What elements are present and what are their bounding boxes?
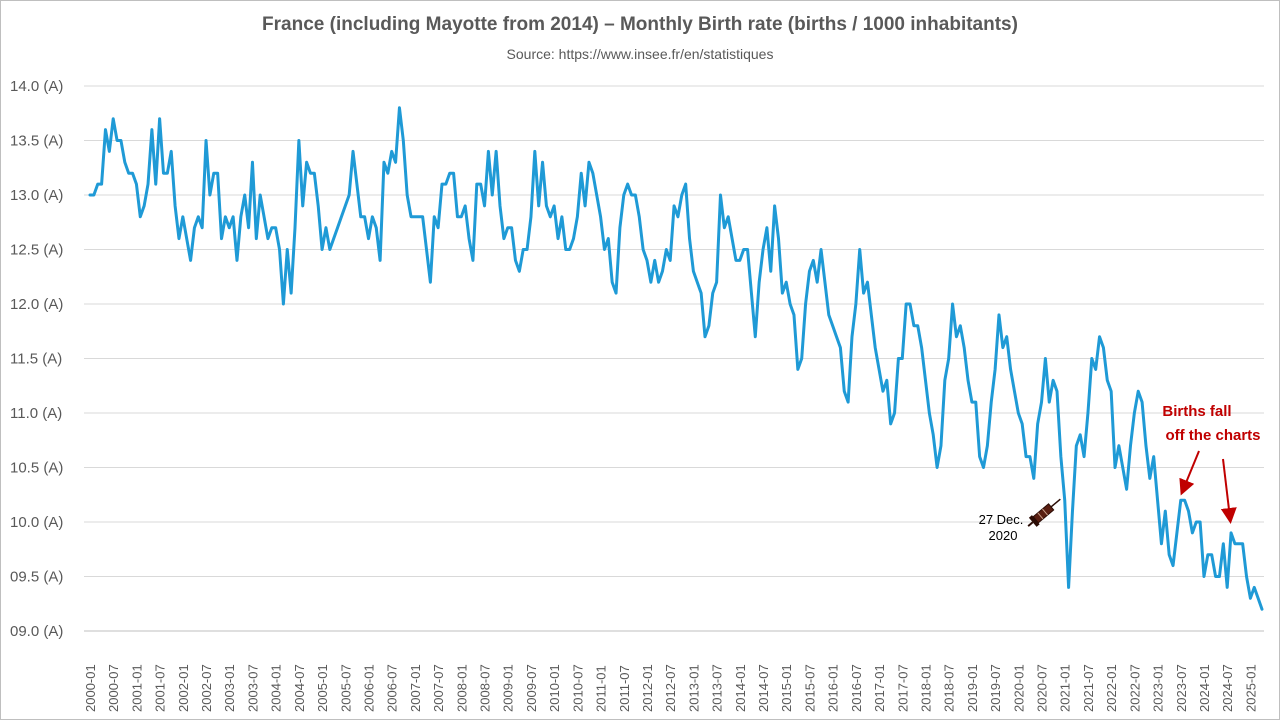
births-fall-annotation-line-1: Births fall <box>1162 403 1231 420</box>
x-axis-ticks: 2000-01 2000-07 2001-01 2001-07 2002-01 2002-… <box>83 664 1258 712</box>
x-tick-label: 2024-07 <box>1220 664 1235 712</box>
y-tick-label: 10.0 (A) <box>10 514 63 531</box>
births-fall-arrow-2 <box>1220 458 1237 524</box>
x-tick-label: 2013-07 <box>710 664 725 712</box>
x-tick-label: 2018-01 <box>918 664 933 712</box>
y-tick-label: 11.5 (A) <box>10 351 62 368</box>
x-tick-label: 2023-07 <box>1174 664 1189 712</box>
x-tick-label: 2002-07 <box>199 664 214 712</box>
x-tick-label: 2004-07 <box>292 664 307 712</box>
grid-layer <box>84 85 1264 577</box>
births-fall-annotation-line-2: off the charts <box>1165 427 1260 444</box>
vaccine-annotation-line-1: 27 Dec. <box>979 512 1024 527</box>
syringe-icon <box>1027 498 1061 527</box>
x-tick-label: 2000-01 <box>83 664 98 712</box>
x-tick-label: 2022-01 <box>1104 664 1119 712</box>
x-tick-label: 2015-07 <box>802 664 817 712</box>
x-tick-label: 2011-07 <box>617 665 632 712</box>
x-tick-label: 2009-07 <box>524 664 539 712</box>
x-tick-label: 2008-01 <box>454 664 469 712</box>
x-tick-label: 2011-01 <box>594 665 609 712</box>
y-tick-label: 09.5 (A) <box>10 569 63 586</box>
x-tick-label: 2018-07 <box>942 664 957 712</box>
vaccine-annotation-line-2: 2020 <box>989 528 1018 543</box>
x-tick-label: 2001-01 <box>129 664 144 712</box>
x-tick-label: 2024-01 <box>1197 664 1212 712</box>
x-tick-label: 2006-01 <box>361 664 376 712</box>
x-tick-label: 2014-01 <box>733 664 748 712</box>
chart-title: France (including Mayotte from 2014) – M… <box>262 14 1018 35</box>
x-tick-label: 2021-07 <box>1081 664 1096 712</box>
series-line <box>88 106 1264 611</box>
y-tick-label: 09.0 (A) <box>10 623 63 640</box>
y-tick-label: 12.0 (A) <box>10 296 63 313</box>
x-tick-label: 2012-01 <box>640 664 655 712</box>
y-tick-label: 11.0 (A) <box>10 405 62 422</box>
x-tick-label: 2019-07 <box>988 664 1003 712</box>
x-tick-label: 2008-07 <box>478 664 493 712</box>
x-tick-label: 2004-01 <box>269 664 284 712</box>
x-tick-label: 2015-01 <box>779 664 794 712</box>
births-fall-annotation: Births fall off the charts <box>1162 403 1261 524</box>
x-tick-label: 2007-07 <box>431 664 446 712</box>
x-tick-label: 2003-07 <box>245 664 260 712</box>
y-tick-label: 10.5 (A) <box>10 460 63 477</box>
x-tick-label: 2014-07 <box>756 664 771 712</box>
x-tick-label: 2020-01 <box>1011 664 1026 712</box>
x-tick-label: 2021-01 <box>1058 664 1073 712</box>
x-tick-label: 2017-07 <box>895 664 910 712</box>
x-tick-label: 2012-07 <box>663 664 678 712</box>
x-tick-label: 2013-01 <box>686 664 701 712</box>
y-axis-ticks: 14.0 (A) 13.5 (A) 13.0 (A) 12.5 (A) 12.0 (A)… <box>10 78 63 640</box>
births-fall-arrow-1 <box>1179 450 1200 496</box>
x-tick-label: 2017-01 <box>872 664 887 712</box>
x-tick-label: 2023-01 <box>1151 664 1166 712</box>
x-tick-label: 2007-01 <box>408 664 423 712</box>
x-tick-label: 2020-07 <box>1035 664 1050 712</box>
x-tick-label: 2006-07 <box>385 664 400 712</box>
x-tick-label: 2010-07 <box>570 664 585 712</box>
x-tick-label: 2002-01 <box>176 664 191 712</box>
x-tick-label: 2022-07 <box>1127 664 1142 712</box>
x-tick-label: 2016-01 <box>826 664 841 712</box>
x-tick-label: 2005-01 <box>315 664 330 712</box>
y-tick-label: 13.5 (A) <box>10 133 63 150</box>
x-tick-label: 2019-01 <box>965 664 980 712</box>
x-tick-label: 2010-01 <box>547 664 562 712</box>
x-tick-label: 2000-07 <box>106 664 121 712</box>
y-tick-label: 13.0 (A) <box>10 187 63 204</box>
y-tick-label: 12.5 (A) <box>10 242 63 259</box>
x-tick-label: 2005-07 <box>338 664 353 712</box>
x-tick-label: 2009-01 <box>501 664 516 712</box>
y-tick-label: 14.0 (A) <box>10 78 63 95</box>
chart-subtitle: Source: https://www.insee.fr/en/statisti… <box>506 46 774 62</box>
x-tick-label: 2025-01 <box>1243 664 1258 712</box>
x-tick-label: 2003-01 <box>222 664 237 712</box>
vaccine-annotation: 27 Dec. 2020 <box>979 498 1061 543</box>
x-tick-label: 2016-07 <box>849 664 864 712</box>
x-tick-label: 2001-07 <box>153 664 168 712</box>
